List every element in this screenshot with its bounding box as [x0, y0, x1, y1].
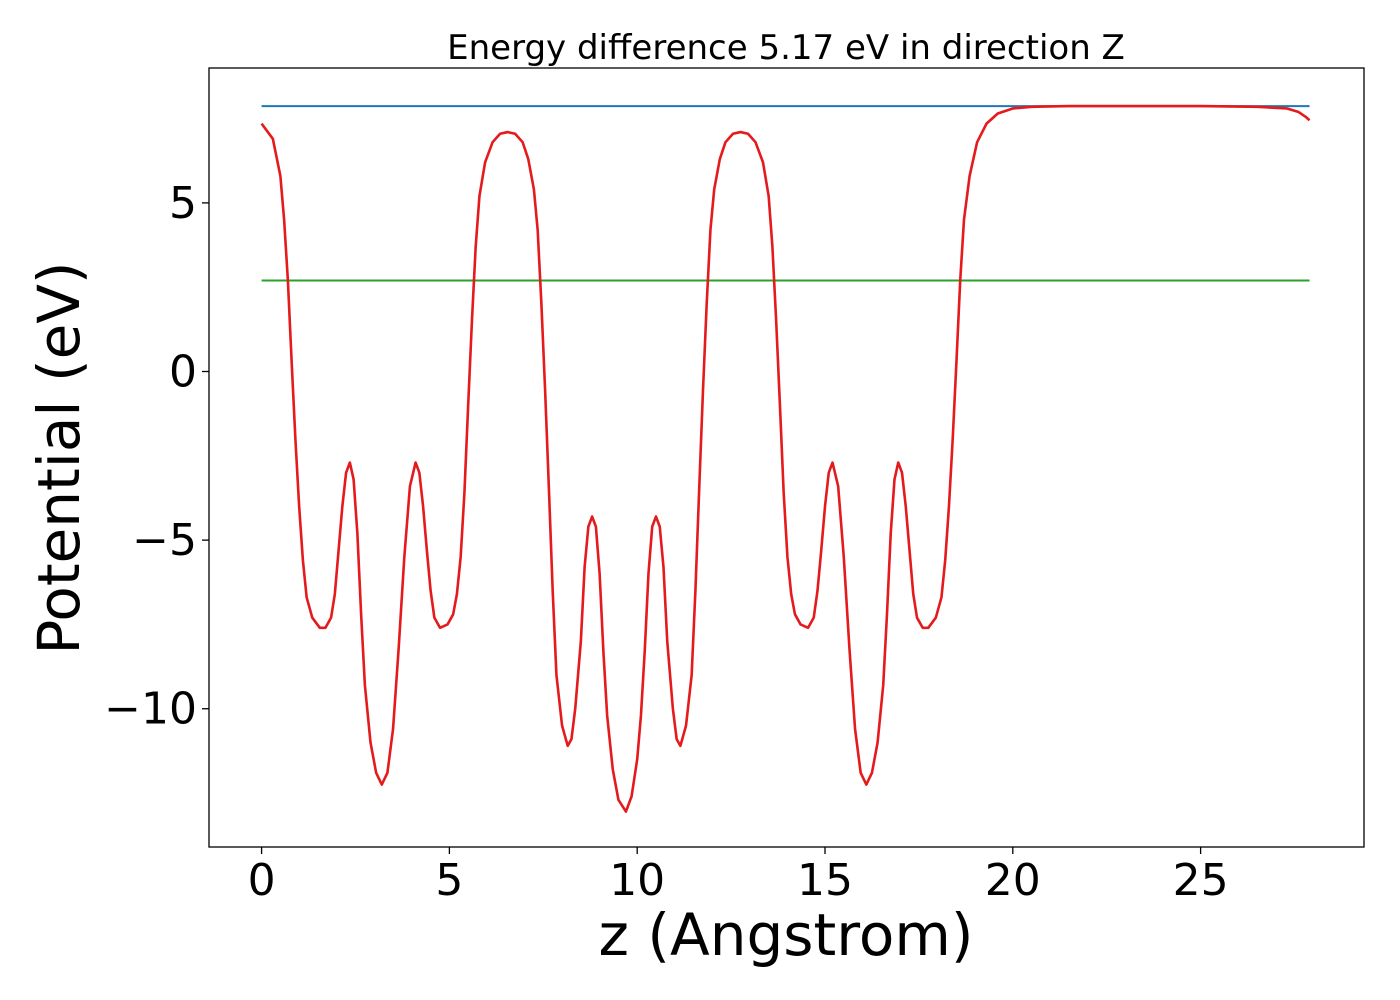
y-tick-label: 0	[169, 347, 197, 398]
x-tick-label: 0	[248, 855, 276, 906]
plot-area	[208, 67, 1365, 848]
y-tick-label: 5	[169, 178, 197, 229]
plot-frame	[208, 67, 1365, 848]
y-axis-label: Potential (eV)	[25, 261, 93, 654]
x-tick-label: 5	[435, 855, 463, 906]
x-axis-ticks: 0 5 10 15 20 25	[248, 847, 1229, 906]
y-tick-label: −5	[132, 515, 197, 566]
x-tick-label: 25	[1173, 855, 1229, 906]
potential-curve	[260, 104, 1311, 813]
x-axis-label: z (Angstrom)	[599, 901, 974, 969]
x-tick-label: 10	[609, 855, 665, 906]
chart-title: Energy difference 5.17 eV in direction Z	[447, 28, 1125, 68]
series-layer	[260, 104, 1311, 813]
y-tick-label: −10	[104, 684, 197, 735]
x-tick-label: 20	[985, 855, 1041, 906]
x-tick-label: 15	[797, 855, 853, 906]
y-axis-ticks: −10 −5 0 5	[104, 178, 209, 735]
